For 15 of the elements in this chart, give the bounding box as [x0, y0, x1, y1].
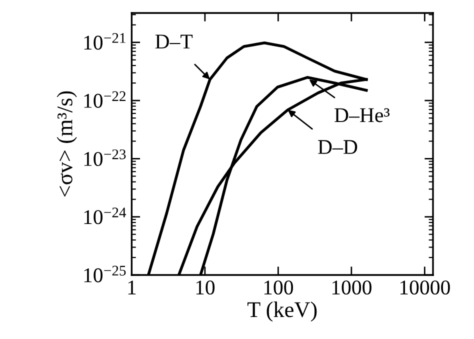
x-tick-label: 1000: [332, 280, 372, 295]
annotation: D–He³: [334, 108, 390, 122]
x-tick-label: 10: [196, 280, 215, 295]
y-tick-label: 10$^{−25}$: [84, 266, 126, 282]
y-tick-label: 10$^{−23}$: [84, 149, 126, 166]
annotation: D–D: [318, 140, 358, 154]
y-axis-title: <σv> (m³/s): [56, 91, 77, 197]
y-tick-label: 10$^{−21}$: [84, 33, 126, 50]
x-tick-label: 10000: [400, 280, 450, 295]
y-tick-label: 10$^{−24}$: [84, 208, 126, 224]
x-axis-title: T (keV): [247, 302, 317, 322]
y-tick-label: 10$^{−22}$: [84, 91, 126, 108]
x-tick-label: 1: [128, 280, 136, 294]
annotation: D–T: [155, 34, 193, 48]
x-tick-label: 100: [264, 280, 294, 295]
